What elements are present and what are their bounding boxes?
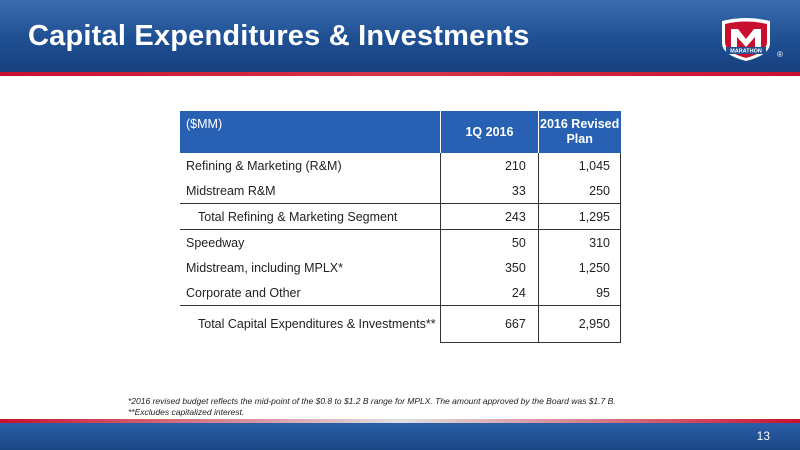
row-q1: 24 — [440, 280, 539, 306]
row-plan: 2,950 — [537, 305, 622, 343]
marathon-logo: MARATHON — [716, 17, 776, 63]
header-units: ($MM) — [180, 111, 441, 153]
table-header-row: ($MM) 1Q 2016 2016 Revised Plan — [180, 111, 621, 153]
registered-mark: ® — [777, 50, 783, 59]
page-number: 13 — [756, 429, 770, 443]
row-plan: 1,250 — [537, 255, 622, 280]
row-plan: 1,295 — [537, 203, 622, 230]
table-row: Refining & Marketing (R&M) 210 1,045 — [180, 153, 622, 178]
row-plan: 250 — [537, 178, 622, 204]
table-row-total: Total Capital Expenditures & Investments… — [180, 305, 622, 343]
capex-table: ($MM) 1Q 2016 2016 Revised Plan Refining… — [180, 111, 622, 343]
footnote-mplx: *2016 revised budget reflects the mid-po… — [128, 396, 616, 406]
row-q1: 243 — [440, 203, 539, 230]
row-label: Total Capital Expenditures & Investments… — [180, 305, 441, 343]
row-q1: 350 — [440, 255, 539, 280]
header-2016-revised-plan: 2016 Revised Plan — [537, 111, 621, 153]
row-label: Corporate and Other — [186, 285, 301, 300]
slide-title: Capital Expenditures & Investments — [28, 20, 530, 52]
svg-text:MARATHON: MARATHON — [730, 49, 762, 55]
table-row: Midstream, including MPLX* 350 1,250 — [180, 255, 622, 280]
row-q1: 33 — [440, 178, 539, 204]
table-row: Midstream R&M 33 250 — [180, 178, 622, 204]
row-label: Total Refining & Marketing Segment — [180, 203, 441, 230]
table-row: Speedway 50 310 — [180, 229, 622, 255]
row-plan: 310 — [537, 229, 622, 255]
header-1q-2016: 1Q 2016 — [440, 111, 539, 153]
slide-footer — [0, 423, 800, 450]
row-label: Speedway — [180, 229, 441, 255]
row-q1: 667 — [440, 305, 539, 343]
slide-header — [0, 0, 800, 72]
footnote-interest: **Excludes capitalized interest. — [128, 407, 245, 417]
marathon-logo-icon: MARATHON — [722, 18, 770, 61]
row-label: Midstream, including MPLX* — [186, 260, 344, 275]
row-label: Refining & Marketing (R&M) — [186, 158, 342, 173]
table-row-subtotal: Total Refining & Marketing Segment 243 1… — [180, 203, 622, 230]
footnotes: *2016 revised budget reflects the mid-po… — [128, 396, 616, 418]
header-stripe — [0, 72, 800, 76]
row-q1: 210 — [440, 153, 539, 178]
table-row: Corporate and Other 24 95 — [180, 280, 622, 306]
row-plan: 95 — [537, 280, 622, 306]
footer-stripe — [0, 419, 800, 423]
row-plan: 1,045 — [537, 153, 622, 178]
row-label: Midstream R&M — [186, 183, 276, 198]
row-q1: 50 — [440, 229, 539, 255]
